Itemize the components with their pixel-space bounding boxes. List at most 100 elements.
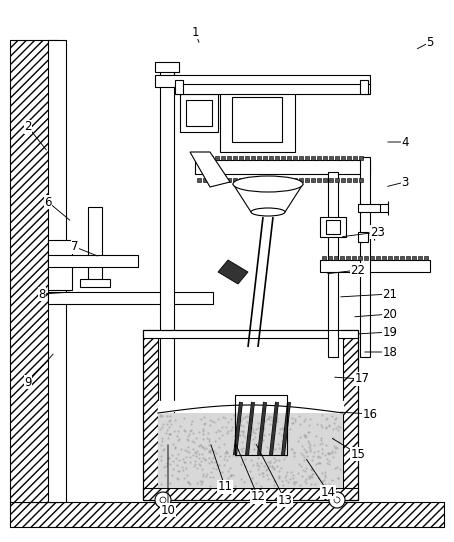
Polygon shape [190, 152, 230, 187]
Bar [299, 156, 303, 160]
Bar [195, 160, 370, 174]
Bar [382, 256, 386, 260]
Bar [400, 256, 404, 260]
Bar [155, 62, 179, 72]
Bar [275, 156, 279, 160]
Bar [317, 156, 321, 160]
Bar [155, 75, 370, 87]
Text: 18: 18 [383, 345, 397, 358]
Text: 11: 11 [217, 481, 232, 494]
Bar [359, 178, 363, 182]
Bar [233, 178, 237, 182]
Bar [358, 204, 380, 212]
Text: 20: 20 [383, 307, 397, 320]
Bar [388, 256, 392, 260]
Bar [239, 178, 243, 182]
Bar [160, 67, 174, 442]
Bar [197, 178, 201, 182]
Bar [406, 256, 410, 260]
Bar [245, 156, 249, 160]
Bar [317, 178, 321, 182]
Bar [10, 40, 58, 502]
Bar [347, 156, 351, 160]
Text: 4: 4 [401, 136, 409, 149]
Bar [323, 178, 327, 182]
Bar [281, 156, 285, 160]
Bar [322, 256, 326, 260]
Bar [287, 156, 291, 160]
Bar [143, 330, 158, 500]
Bar [263, 156, 267, 160]
Bar [48, 292, 213, 304]
Bar [203, 178, 207, 182]
Bar [358, 232, 368, 242]
Bar [10, 502, 444, 527]
Bar [257, 178, 261, 182]
Bar [329, 156, 333, 160]
Bar [257, 156, 261, 160]
Bar [328, 256, 332, 260]
Circle shape [334, 497, 340, 503]
Bar [335, 156, 339, 160]
Text: 15: 15 [350, 448, 365, 461]
Bar [143, 488, 358, 500]
Bar [376, 256, 380, 260]
Bar [329, 178, 333, 182]
Text: 16: 16 [362, 408, 377, 421]
Bar [326, 220, 340, 234]
Bar [353, 156, 357, 160]
Circle shape [329, 492, 345, 508]
Bar [269, 178, 273, 182]
Bar [353, 178, 357, 182]
Bar [203, 156, 207, 160]
Bar [197, 156, 201, 160]
Bar [275, 178, 279, 182]
Text: 13: 13 [277, 494, 292, 507]
Bar [245, 178, 249, 182]
Bar [186, 100, 212, 126]
Bar [320, 217, 346, 237]
Text: 12: 12 [251, 491, 266, 504]
Bar [364, 256, 368, 260]
Bar [209, 156, 213, 160]
Bar [251, 178, 255, 182]
Bar [221, 178, 225, 182]
Bar [232, 97, 282, 142]
Bar [263, 178, 267, 182]
Bar [175, 84, 370, 94]
Bar [227, 156, 231, 160]
Bar [341, 178, 345, 182]
Bar [287, 178, 291, 182]
Bar [293, 156, 297, 160]
Bar [334, 256, 338, 260]
Bar [328, 172, 338, 357]
Bar [88, 207, 102, 282]
Bar [215, 178, 219, 182]
Bar [418, 256, 422, 260]
Polygon shape [218, 260, 248, 284]
Bar [80, 279, 110, 287]
Bar [209, 178, 213, 182]
Bar [299, 178, 303, 182]
Text: 19: 19 [383, 326, 398, 339]
Ellipse shape [251, 208, 285, 216]
Text: 10: 10 [161, 504, 175, 517]
Bar [180, 94, 218, 132]
Bar [158, 413, 343, 488]
Polygon shape [233, 184, 303, 212]
Text: 21: 21 [383, 287, 398, 300]
Bar [239, 156, 243, 160]
Text: 8: 8 [38, 287, 46, 300]
Bar [305, 156, 309, 160]
Bar [220, 87, 295, 152]
Text: 3: 3 [401, 176, 409, 189]
Bar [311, 178, 315, 182]
Bar [143, 330, 358, 500]
Bar [424, 256, 428, 260]
Bar [352, 256, 356, 260]
Text: 22: 22 [350, 263, 365, 276]
Bar [320, 260, 430, 272]
Bar [227, 178, 231, 182]
Bar [269, 156, 273, 160]
Bar [281, 178, 285, 182]
